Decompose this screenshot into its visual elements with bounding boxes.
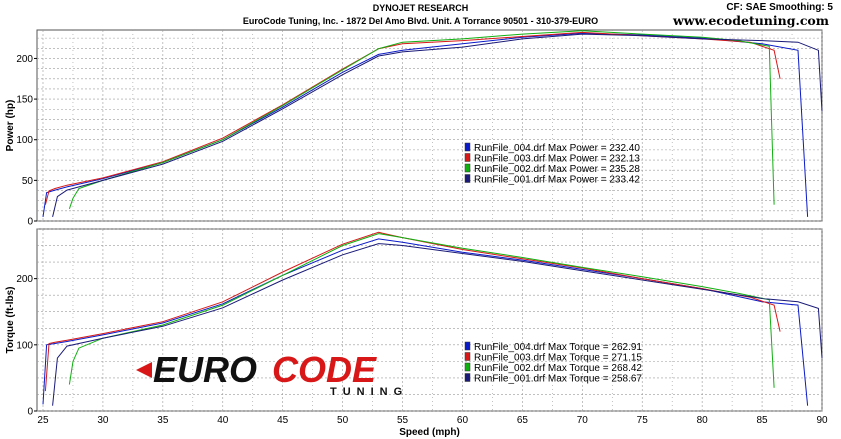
- x-axis-label: Speed (mph): [399, 427, 460, 438]
- legend-entry: RunFile_003.drf Max Torque = 271.15: [474, 353, 642, 364]
- correction-settings: CF: SAE Smoothing: 5: [726, 2, 833, 13]
- legend-entry: RunFile_003.drf Max Power = 232.13: [474, 154, 640, 165]
- series-line-runfile-001: [52, 243, 823, 406]
- legend-swatch: [464, 362, 471, 372]
- x-tick-label: 50: [337, 415, 349, 426]
- series-line-runfile-003: [44, 231, 781, 392]
- plot-area-1: [36, 29, 823, 222]
- x-tick-label: 70: [577, 415, 589, 426]
- legend-swatch: [464, 352, 471, 361]
- legend-entry: RunFile_001.drf Max Torque = 258.67: [474, 374, 642, 385]
- series-line-runfile-004: [42, 32, 809, 217]
- x-tick-label: 85: [757, 415, 769, 426]
- x-tick-label: 25: [37, 415, 49, 426]
- y-tick-label: 100: [16, 340, 33, 351]
- legend-entry: RunFile_004.drf Max Power = 232.40: [474, 143, 640, 154]
- y-tick-label: 100: [16, 135, 33, 146]
- legend-swatch: [464, 163, 471, 173]
- y-tick-label: 0: [27, 217, 33, 228]
- y-tick-label: 50: [22, 176, 34, 187]
- x-tick-label: 75: [637, 415, 649, 426]
- legend-swatch: [464, 142, 471, 152]
- x-tick-label: 30: [97, 415, 109, 426]
- y-axis-label: Torque (ft-lbs): [5, 286, 16, 353]
- logo-arrow-icon: [136, 362, 152, 378]
- x-tick-label: 65: [517, 415, 529, 426]
- series-line-runfile-002: [68, 233, 775, 388]
- legend-swatch: [464, 373, 471, 382]
- legend-swatch: [464, 341, 471, 351]
- y-axis-label: Power (hp): [5, 100, 16, 152]
- logo-word-euro: EURO: [153, 349, 257, 390]
- legend-swatch: [464, 153, 471, 162]
- x-tick-label: 60: [457, 415, 469, 426]
- report-title: DYNOJET RESEARCH: [372, 3, 469, 13]
- y-tick-label: 200: [16, 54, 33, 65]
- website-url: www.ecodetuning.com: [672, 13, 829, 28]
- y-tick-label: 0: [27, 407, 33, 418]
- series-line-runfile-001: [52, 33, 823, 218]
- x-tick-label: 35: [157, 415, 169, 426]
- x-tick-label: 55: [397, 415, 409, 426]
- x-tick-label: 40: [217, 415, 229, 426]
- x-tick-label: 80: [697, 415, 709, 426]
- y-tick-label: 200: [16, 274, 33, 285]
- report-subtitle: EuroCode Tuning, Inc. - 1872 Del Amo Blv…: [242, 16, 599, 26]
- eurocode-logo: EURO CODE TUNING: [136, 349, 408, 398]
- y-tick-label: 150: [16, 95, 33, 106]
- logo-word-code: CODE: [272, 349, 377, 390]
- legend-entry: RunFile_001.drf Max Power = 233.42: [474, 175, 640, 186]
- legend-entry: RunFile_004.drf Max Torque = 262.91: [474, 342, 642, 353]
- legend-swatch: [464, 174, 471, 183]
- x-tick-label: 45: [277, 415, 289, 426]
- logo-tagline: TUNING: [330, 386, 408, 398]
- legend-entry: RunFile_002.drf Max Power = 235.28: [474, 164, 640, 175]
- legend-entry: RunFile_002.drf Max Torque = 268.42: [474, 363, 642, 374]
- x-tick-label: 90: [816, 415, 828, 426]
